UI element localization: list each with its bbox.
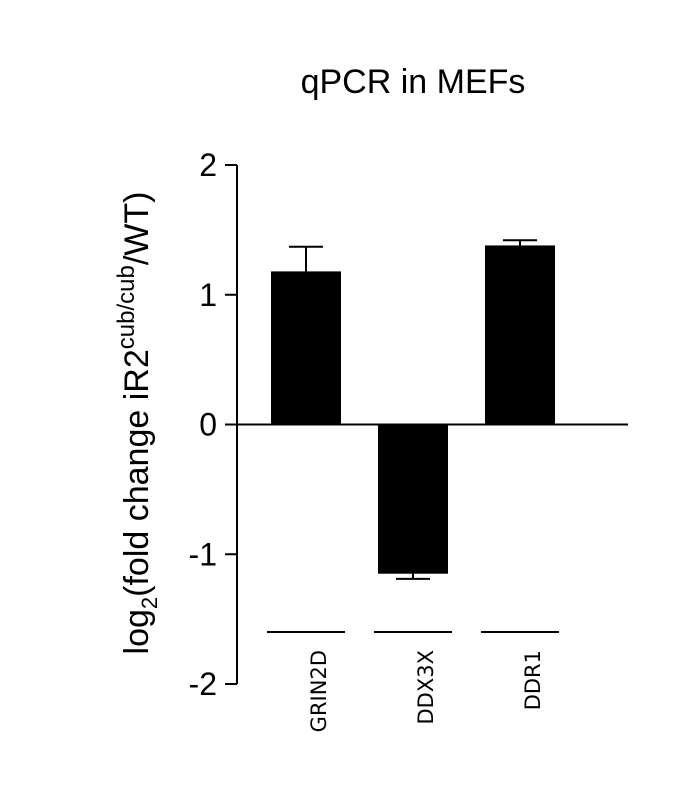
category-label: DDX3X xyxy=(414,650,438,724)
bar-grin2d xyxy=(271,271,341,425)
y-axis-label-subscript: 2 xyxy=(137,597,162,609)
category-label: DDR1 xyxy=(521,650,545,710)
y-axis-label-superscript: cub/cub xyxy=(113,265,140,349)
y-axis-label-middle: (fold change iR2 xyxy=(118,349,156,597)
y-axis-label-prefix: log xyxy=(118,609,156,654)
chart-title: qPCR in MEFs xyxy=(301,63,526,101)
y-tick-label: -2 xyxy=(189,666,217,702)
y-tick-label: 1 xyxy=(199,277,217,313)
y-tick-label: 2 xyxy=(199,147,217,183)
category-label: GRIN2D xyxy=(307,650,331,732)
y-tick-label: 0 xyxy=(199,407,217,443)
plot-area: 2 1 0 -1 -2 GRIN2D DDX3X DDR1 xyxy=(189,147,628,732)
bar-ddr1 xyxy=(485,245,555,425)
y-axis-label-suffix: /WT) xyxy=(118,192,156,266)
y-tick-label: -1 xyxy=(189,536,217,572)
bar-ddx3x xyxy=(378,424,448,574)
svg-text:log2(fold change iR2cub/cub/WT: log2(fold change iR2cub/cub/WT) xyxy=(113,192,162,655)
y-axis-label: log2(fold change iR2cub/cub/WT) xyxy=(113,192,162,655)
